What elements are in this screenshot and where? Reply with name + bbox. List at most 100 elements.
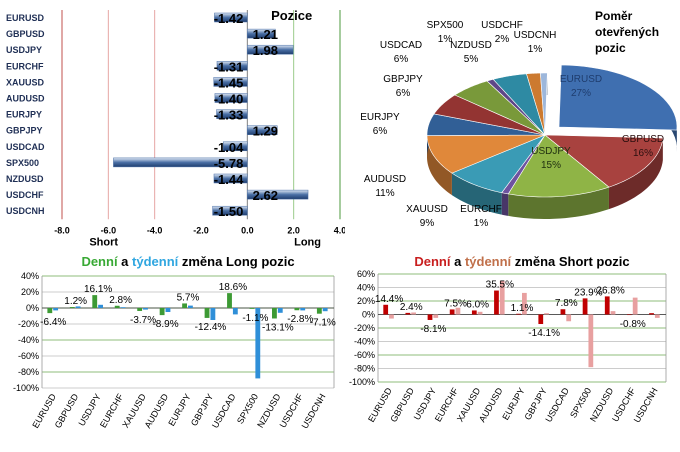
slice-name-eurjpy: EURJPY xyxy=(360,112,400,123)
bar-usdcad-s1 xyxy=(227,293,232,308)
category-label-gbpusd: GBPUSD xyxy=(6,29,45,39)
data-label-usdcad: 7.8% xyxy=(555,298,578,309)
y-tick-label: -40% xyxy=(18,335,39,345)
bar-usdcnh-s1 xyxy=(316,308,322,314)
chart-title: Denní a týdenní změna Short pozic xyxy=(414,254,629,269)
value-label-eurusd: -1.42 xyxy=(214,11,244,26)
bar-usdjpy-s2 xyxy=(433,314,439,318)
slice-pct-gbpjpy: 6% xyxy=(396,88,411,99)
bar-spx500-s2 xyxy=(255,308,261,379)
slice-name-eurusd: EURUSD xyxy=(560,74,602,85)
slice-pct-usdcad: 6% xyxy=(394,54,409,65)
bar-spx500-s1 xyxy=(582,298,588,315)
y-tick-label: -60% xyxy=(18,351,39,361)
bar-nzdusd-s2 xyxy=(277,308,283,313)
data-label-usdchf: -2.8% xyxy=(287,314,313,325)
value-label-usdjpy: 1.98 xyxy=(253,43,278,58)
bar-usdcad-s2 xyxy=(232,308,238,315)
slice-usdcnh xyxy=(540,72,548,136)
slice-usdjpy xyxy=(507,134,610,198)
short-change-chart: Denní a týdenní změna Short pozic 60% 40% 2… xyxy=(340,250,680,447)
slice-name-spx500: SPX500 xyxy=(427,20,464,31)
slice-xauusd xyxy=(451,134,546,194)
y-tick-label: 0% xyxy=(26,303,39,313)
positions-svg: EURUSD -1.42 GBPUSD 1.21 USDJPY 1.98 EURCHF -1.… xyxy=(6,8,346,248)
bar-eurchf-s2 xyxy=(120,307,126,308)
data-label-gbpjpy: -12.4% xyxy=(195,322,227,333)
title-part: Denní xyxy=(81,254,118,269)
bar-gbpjpy xyxy=(247,125,278,135)
bar-eurusd xyxy=(214,12,248,23)
y-tick-label: -80% xyxy=(18,367,39,377)
bar-eurchf-s2 xyxy=(455,307,461,315)
bar-usdchf-s2 xyxy=(632,297,638,315)
chart-title: Denní a týdenní změna Long pozic xyxy=(81,254,294,269)
long-change-chart: Denní a týdenní změna Long pozic 40% 20% 0%… xyxy=(0,250,340,447)
slice-name-usdchf: USDCHF xyxy=(481,20,523,31)
data-label-usdjpy: -8.1% xyxy=(420,324,446,335)
data-label-usdjpy: 16.1% xyxy=(84,284,112,295)
bar-usdjpy-s2 xyxy=(98,304,103,308)
y-tick-label: -20% xyxy=(354,323,375,333)
data-label-eurchf: 2.8% xyxy=(109,295,132,306)
slice-name-nzdusd: NZDUSD xyxy=(450,40,492,51)
slice-pct-audusd: 11% xyxy=(375,188,394,199)
value-label-nzdusd: -1.44 xyxy=(214,172,244,187)
category-label-nzdusd: NZDUSD xyxy=(6,174,44,184)
category-label-eurchf: EURCHF xyxy=(6,61,44,71)
slice-side-xauusd xyxy=(451,173,502,215)
y-tick-label: -100% xyxy=(349,377,375,387)
x-tick-label: -6.0 xyxy=(101,225,117,235)
bar-eurchf xyxy=(216,61,248,71)
bar-eurusd-s2 xyxy=(389,314,394,319)
short-change-svg: Denní a týdenní změna Short pozic 60% 40% 2… xyxy=(349,254,667,424)
slice-side-usdjpy xyxy=(508,187,609,219)
y-tick-label: 40% xyxy=(357,283,375,293)
y-tick-label: 20% xyxy=(357,296,375,306)
bar-eurjpy-s1 xyxy=(182,303,187,308)
bar-eurchf-s1 xyxy=(449,309,455,315)
data-label-nzdusd: 26.8% xyxy=(596,285,624,296)
bar-eurusd-s2 xyxy=(53,308,59,311)
x-tick-label: 2.0 xyxy=(287,225,300,235)
slice-name-gbpjpy: GBPJPY xyxy=(383,74,423,85)
slice-side-gbpusd xyxy=(608,138,663,210)
slice-usdchf xyxy=(526,72,546,136)
slice-name-xauusd: XAUUSD xyxy=(406,204,448,215)
bar-audusd-s1 xyxy=(159,308,165,316)
x-tick-label: -8.0 xyxy=(54,225,70,235)
slice-pct-gbpusd: 16% xyxy=(633,148,653,159)
bar-gbpusd-s2 xyxy=(411,312,416,315)
bar-gbpjpy-s2 xyxy=(210,308,216,320)
bar-usdcad xyxy=(222,141,248,152)
chart-title-line: pozic xyxy=(595,41,626,55)
slice-usdcad xyxy=(454,80,546,136)
slice-pct-eurchf: 1% xyxy=(474,218,489,229)
chart-title: Pozice xyxy=(271,8,312,23)
bar-audusd-s2 xyxy=(165,308,171,312)
bar-spx500-s1 xyxy=(249,308,255,309)
bar-audusd-s1 xyxy=(494,290,499,315)
data-label-eurusd: -6.4% xyxy=(40,317,66,328)
slice-pct-spx500: 1% xyxy=(438,34,453,45)
chart-title-line: Poměr xyxy=(595,9,633,23)
slice-audusd xyxy=(426,134,546,174)
long-change-svg: Denní a týdenní změna Long pozic 40% 20% 0%… xyxy=(13,254,336,430)
title-part: a xyxy=(450,254,464,269)
bar-usdchf-s1 xyxy=(294,308,300,311)
slice-spx500 xyxy=(486,78,546,136)
chart-title-line: otevřených xyxy=(595,25,659,39)
bar-nzdusd-s2 xyxy=(610,311,616,315)
long-label: Long xyxy=(294,236,321,248)
y-tick-label: -20% xyxy=(18,319,39,329)
bar-usdjpy xyxy=(247,44,294,55)
category-label-gbpjpy: GBPJPY xyxy=(6,126,43,136)
data-label-spx500: -1.1% xyxy=(242,313,268,324)
slice-side-eurchf xyxy=(501,192,509,216)
short-label: Short xyxy=(89,236,118,248)
slice-name-usdcnh: USDCNH xyxy=(514,30,557,41)
category-label-eurusd: EURUSD xyxy=(6,13,45,23)
bar-gbpusd-s1 xyxy=(69,307,75,308)
open-ratio-chart: EURUSD 27% GBPUSD 16% USDJPY 15% EURCHF 1% XAUUS… xyxy=(345,0,680,250)
bar-gbpjpy-s1 xyxy=(204,308,210,318)
